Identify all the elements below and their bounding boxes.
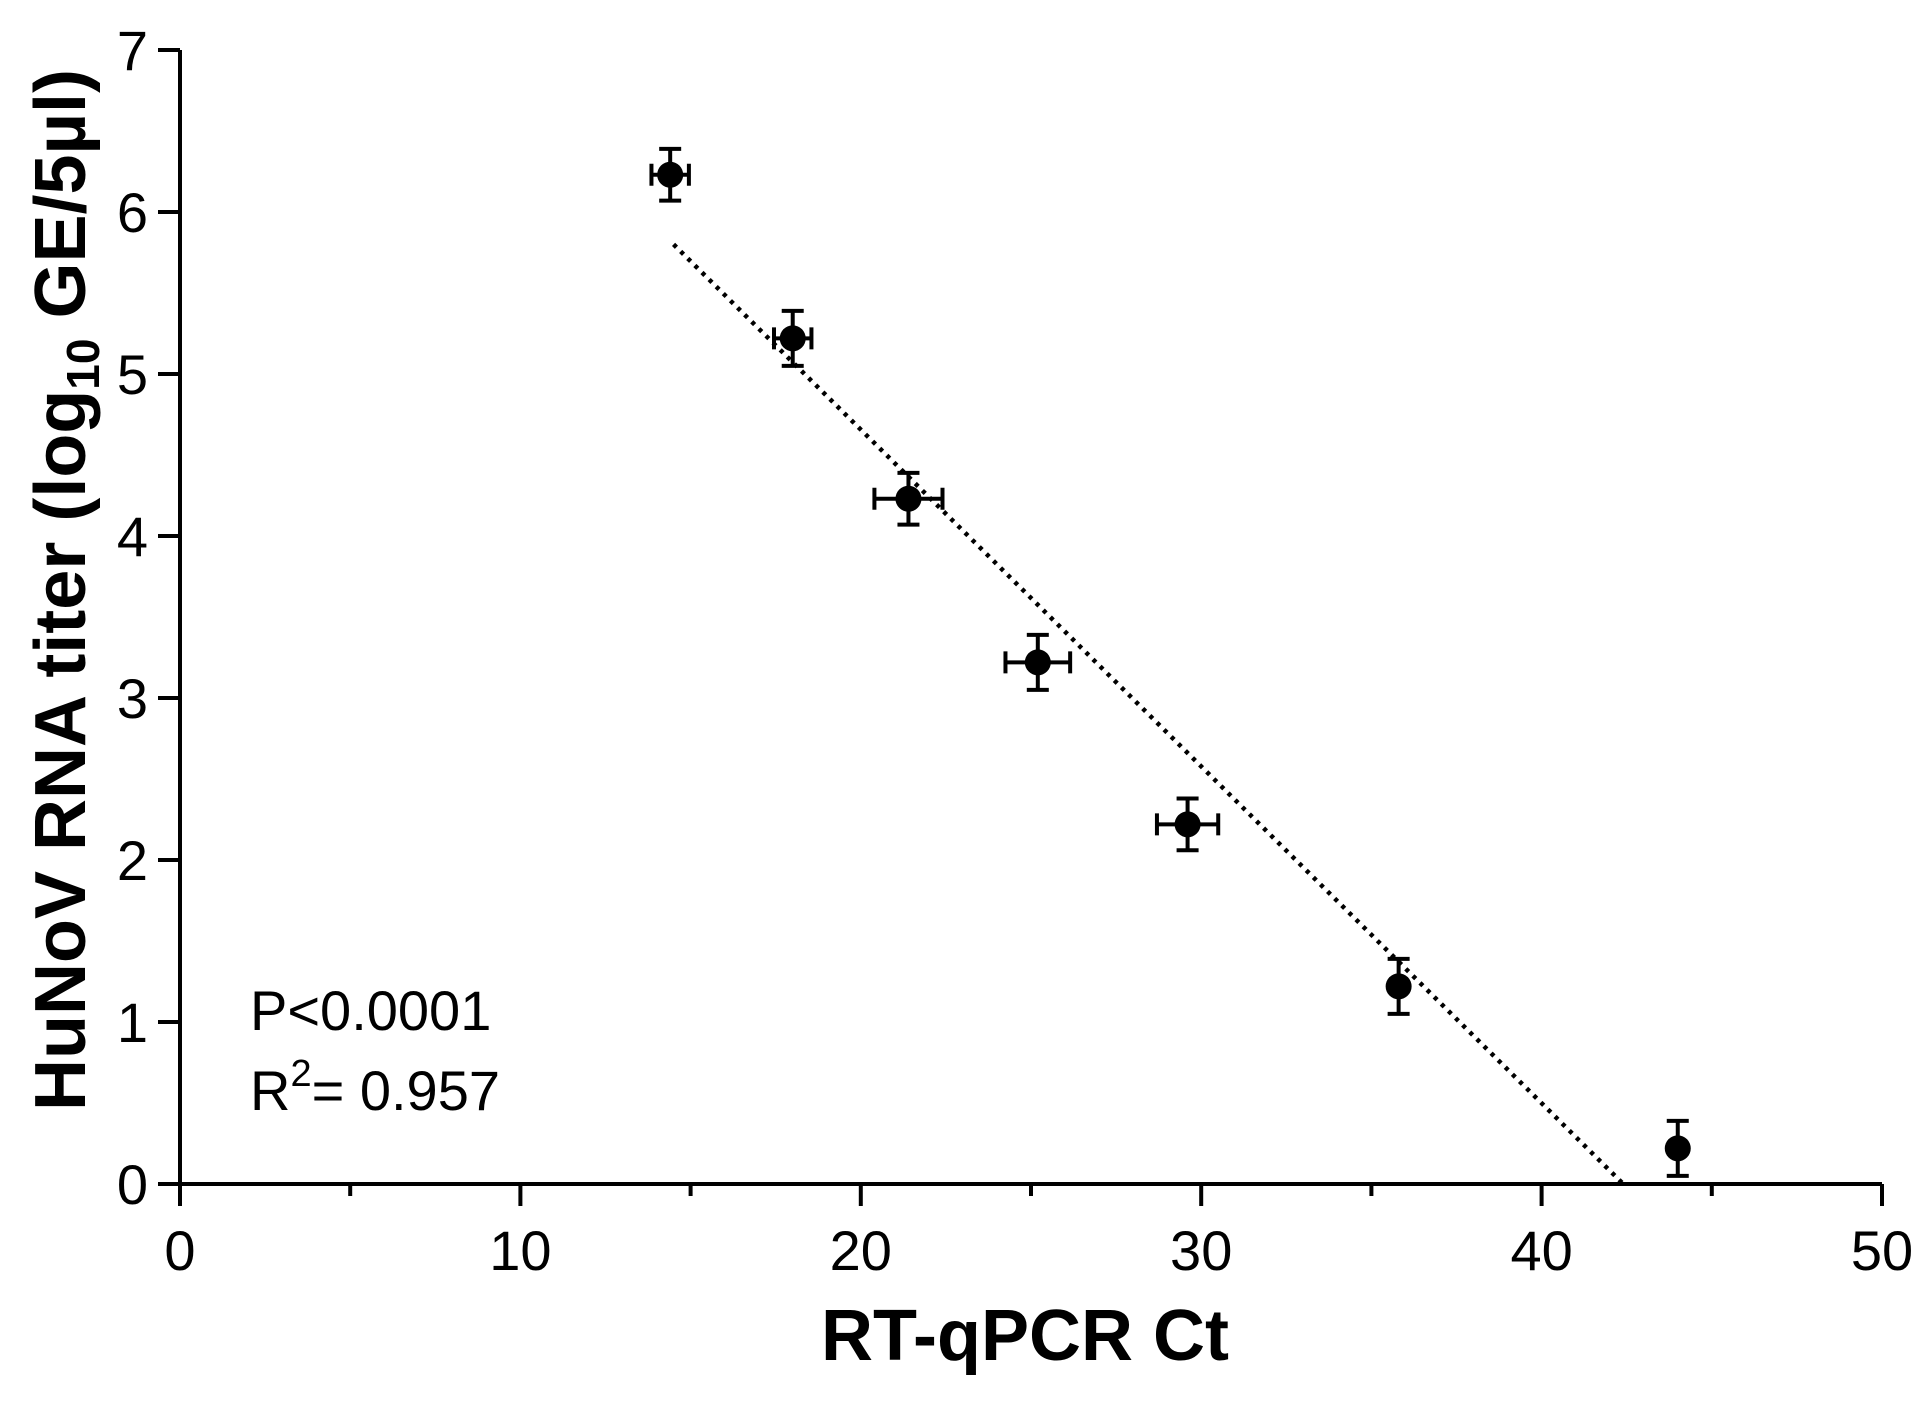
x-tick-label: 0	[164, 1219, 195, 1282]
x-tick-label: 40	[1510, 1219, 1572, 1282]
p-value-annotation: P<0.0001	[250, 979, 491, 1042]
data-point	[872, 470, 945, 527]
y-tick-label: 7	[117, 19, 148, 82]
point-marker	[1385, 973, 1412, 1000]
fit-layer	[671, 242, 1625, 1186]
data-point	[1003, 632, 1073, 692]
data-point	[1154, 796, 1221, 853]
y-tick-label: 0	[117, 1153, 148, 1216]
data-point	[1385, 956, 1412, 1016]
point-marker	[1664, 1135, 1691, 1162]
points-layer	[649, 146, 1691, 1178]
x-tick-label: 30	[1170, 1219, 1232, 1282]
y-tick-label: 5	[117, 343, 148, 406]
point-marker	[1174, 811, 1201, 838]
y-tick-label: 1	[117, 991, 148, 1054]
data-point	[1664, 1118, 1691, 1178]
y-tick-label: 4	[117, 505, 148, 568]
x-axis-title: RT-qPCR Ct	[821, 1296, 1229, 1376]
x-tick-label: 10	[489, 1219, 551, 1282]
axes: 0 1 2 3 4 5 6 7 0 10 20 30 40 50	[117, 19, 1913, 1282]
point-marker	[1024, 649, 1051, 676]
y-tick-label: 6	[117, 181, 148, 244]
data-point	[649, 146, 691, 203]
regression-line	[671, 242, 1625, 1186]
r-squared-annotation: R2= 0.957	[250, 1053, 500, 1122]
point-marker	[657, 161, 684, 188]
y-tick-label: 2	[117, 829, 148, 892]
x-tick-label: 20	[830, 1219, 892, 1282]
y-tick-label: 3	[117, 667, 148, 730]
data-point	[771, 308, 814, 368]
y-axis-title: HuNoV RNA titer (log10 GE/5µl)	[21, 69, 109, 1111]
point-marker	[895, 485, 922, 512]
y-axis-title-subscript: 10	[57, 339, 109, 390]
x-tick-label: 50	[1851, 1219, 1913, 1282]
point-marker	[779, 325, 806, 352]
